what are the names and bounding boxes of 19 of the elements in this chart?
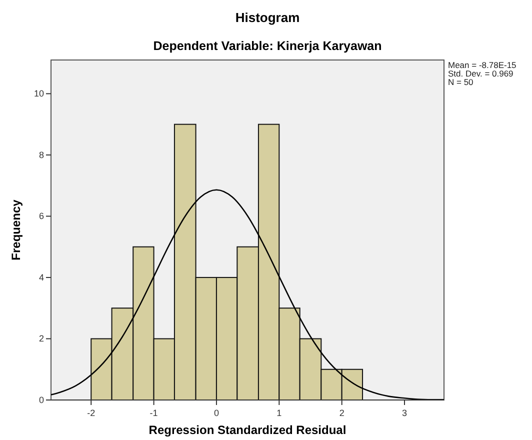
- y-tick-label: 2: [38, 334, 44, 344]
- x-tick-label: 0: [214, 408, 219, 418]
- text: Mean = -8.78E-15: [448, 60, 517, 70]
- chart-subtitle: Dependent Variable: Kinerja Karyawan: [153, 39, 382, 53]
- x-tick-label: 2: [339, 408, 344, 418]
- y-tick-label: 6: [38, 211, 44, 222]
- x-axis-title: Regression Standardized Residual: [148, 423, 346, 437]
- chart-title: Histogram: [235, 10, 300, 25]
- x-tick-label: 3: [402, 408, 408, 418]
- y-tick-label: 10: [34, 88, 44, 99]
- x-tick-label: -2: [87, 408, 96, 418]
- y-tick-label: 4: [38, 272, 44, 282]
- y-tick-label: 0: [38, 395, 44, 405]
- y-tick-label: 8: [38, 150, 44, 160]
- text: Std. Dev. = 0.969: [448, 68, 514, 78]
- x-tick-label: 1: [276, 408, 282, 418]
- x-tick-label: -1: [150, 408, 158, 418]
- y-axis-title: Frequency: [9, 199, 23, 260]
- text: N = 50: [448, 77, 474, 87]
